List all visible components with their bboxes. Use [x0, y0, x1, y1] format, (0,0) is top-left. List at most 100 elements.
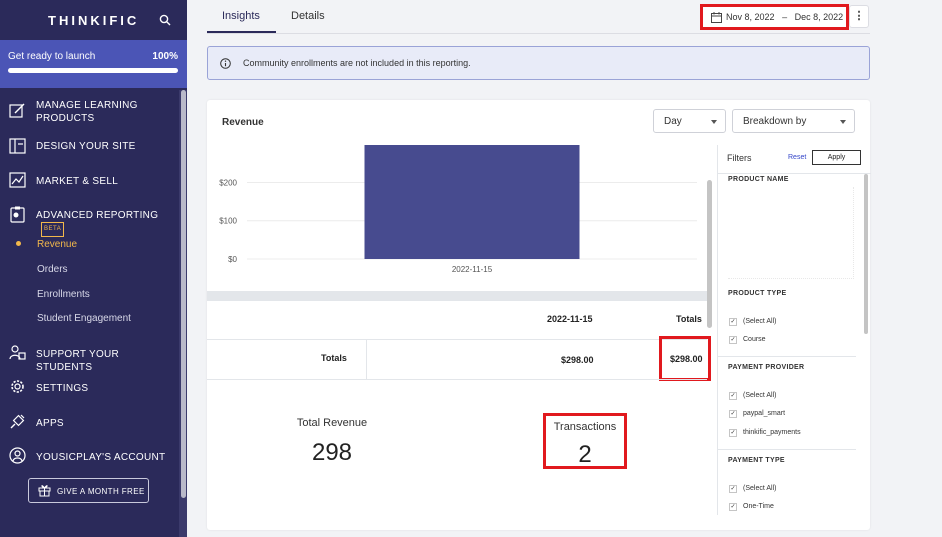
filters-reset-link[interactable]: Reset: [788, 154, 807, 161]
checkbox-payment-type-onetime[interactable]: ✓: [729, 503, 737, 511]
tab-details[interactable]: Details: [291, 10, 325, 22]
checkbox-provider-all[interactable]: ✓: [729, 392, 737, 400]
nav-market-sell[interactable]: MARKET & SELL: [0, 172, 178, 189]
option-label: thinkific_payments: [743, 429, 801, 436]
sub-item-revenue[interactable]: Revenue: [37, 239, 78, 250]
interval-select[interactable]: Day: [653, 109, 726, 133]
nav-manage-learning-products[interactable]: MANAGE LEARNING PRODUCTS: [0, 98, 178, 124]
date-range-picker[interactable]: Nov 8, 2022 – Dec 8, 2022: [700, 4, 849, 30]
totals-row-total: $298.00: [670, 354, 703, 364]
tab-insights[interactable]: Insights: [222, 10, 260, 22]
nav-apps[interactable]: APPS: [0, 413, 178, 430]
nav-label: SETTINGS: [36, 383, 89, 394]
filter-divider: [718, 449, 856, 450]
interval-value: Day: [664, 116, 682, 127]
checkbox-payment-type-all[interactable]: ✓: [729, 485, 737, 493]
option-label: Course: [743, 336, 766, 343]
date-separator: –: [782, 12, 788, 22]
layout-icon: [9, 138, 26, 154]
chevron-down-icon: [840, 120, 846, 124]
nav-label-text: ADVANCED REPORTING: [36, 210, 159, 221]
total-revenue-value: 298: [311, 439, 353, 466]
option-label: (Select All): [743, 485, 777, 492]
product-name-list[interactable]: [728, 187, 854, 279]
gift-button-label: GIVE A MONTH FREE: [57, 487, 145, 496]
sidebar: THINKIFIC Get ready to launch 100% MANAG…: [0, 0, 187, 537]
logo[interactable]: THINKIFIC: [48, 13, 140, 28]
nav-label: SUPPORT YOUR STUDENTS: [36, 349, 120, 373]
account-icon: [9, 447, 26, 464]
sub-item-student-engagement[interactable]: Student Engagement: [37, 313, 131, 324]
totals-row-value: $298.00: [561, 355, 594, 365]
breakdown-value: Breakdown by: [743, 116, 807, 127]
gift-icon: [38, 485, 51, 497]
option-label: One-Time: [743, 503, 774, 510]
revenue-report-card: Revenue Day Breakdown by $0 $100 $200 2022-…: [207, 100, 871, 530]
give-a-month-free-button[interactable]: GIVE A MONTH FREE: [28, 478, 149, 503]
filter-payment-type-label: PAYMENT TYPE: [728, 457, 785, 464]
launch-progress-panel[interactable]: Get ready to launch 100%: [0, 40, 187, 88]
gear-icon: [11, 380, 24, 393]
active-tab-underline: [207, 31, 276, 33]
date-range-text: Nov 8, 2022 – Dec 8, 2022: [726, 12, 843, 22]
card-title: Revenue: [222, 117, 264, 128]
total-revenue-label: Total Revenue: [296, 417, 368, 429]
totals-row-label: Totals: [321, 353, 347, 363]
table-divider: [207, 339, 707, 340]
more-options-button[interactable]: ⋮: [849, 5, 869, 28]
y-tick-label: $200: [219, 178, 237, 187]
sub-item-enrollments[interactable]: Enrollments: [37, 289, 90, 300]
filter-payment-provider-label: PAYMENT PROVIDER: [728, 364, 805, 371]
checkbox-provider-thinkific[interactable]: ✓: [729, 429, 737, 437]
nav-label: ADVANCED REPORTINGBETA: [36, 209, 178, 237]
revenue-bar[interactable]: [364, 145, 580, 259]
chart-trend-icon: [9, 172, 26, 188]
nav-advanced-reporting[interactable]: ADVANCED REPORTINGBETA: [0, 206, 178, 237]
chart-scrollbar[interactable]: [707, 180, 712, 328]
y-tick-label: $100: [219, 217, 237, 226]
transactions-label: Transactions: [553, 421, 617, 433]
community-notice-banner: Community enrollments are not included i…: [207, 46, 870, 80]
filter-divider: [718, 356, 856, 357]
option-label: (Select All): [743, 392, 777, 399]
edit-icon: [9, 103, 25, 118]
nav-support-your-students[interactable]: SUPPORT YOUR STUDENTS: [0, 344, 178, 373]
date-end: Dec 8, 2022: [794, 12, 844, 22]
sidebar-scrollbar-thumb[interactable]: [181, 90, 186, 498]
launch-label: Get ready to launch: [8, 51, 96, 62]
nav-settings[interactable]: SETTINGS: [0, 378, 178, 395]
filters-apply-button[interactable]: Apply: [812, 150, 861, 165]
table-header-totals: Totals: [676, 314, 702, 324]
info-icon: [220, 58, 231, 69]
table-header-band: [207, 291, 707, 301]
nav-label: YOUSICPLAY'S ACCOUNT: [36, 452, 166, 463]
table-column-divider: [366, 340, 367, 379]
filters-header: Filters Reset Apply: [718, 145, 871, 174]
option-label: (Select All): [743, 318, 777, 325]
filters-title: Filters: [727, 153, 752, 163]
nav-design-your-site[interactable]: DESIGN YOUR SITE: [0, 138, 178, 155]
breakdown-select[interactable]: Breakdown by: [732, 109, 855, 133]
nav-account[interactable]: YOUSICPLAY'S ACCOUNT: [0, 447, 178, 464]
logo-row: THINKIFIC: [0, 0, 187, 40]
sub-item-orders[interactable]: Orders: [37, 264, 68, 275]
launch-progress-bar: [8, 68, 178, 73]
report-icon: [10, 206, 25, 223]
filters-scrollbar[interactable]: [864, 174, 868, 334]
notice-text: Community enrollments are not included i…: [243, 58, 471, 68]
calendar-icon: [711, 12, 722, 23]
checkbox-product-type-all[interactable]: ✓: [729, 318, 737, 326]
date-start: Nov 8, 2022: [726, 12, 775, 22]
search-icon[interactable]: [159, 14, 171, 26]
x-tick-label: 2022-11-15: [452, 265, 493, 274]
y-tick-label: $0: [228, 255, 237, 264]
nav-label: MANAGE LEARNING PRODUCTS: [36, 100, 138, 124]
active-indicator-dot: [16, 241, 21, 246]
tab-divider: [207, 33, 870, 34]
beta-badge: BETA: [41, 222, 65, 237]
revenue-chart: $0 $100 $200 2022-11-15: [207, 145, 707, 291]
checkbox-product-type-course[interactable]: ✓: [729, 336, 737, 344]
users-icon: [9, 345, 26, 360]
highlight-box-row-total: $298.00: [659, 336, 711, 381]
checkbox-provider-paypal[interactable]: ✓: [729, 410, 737, 418]
